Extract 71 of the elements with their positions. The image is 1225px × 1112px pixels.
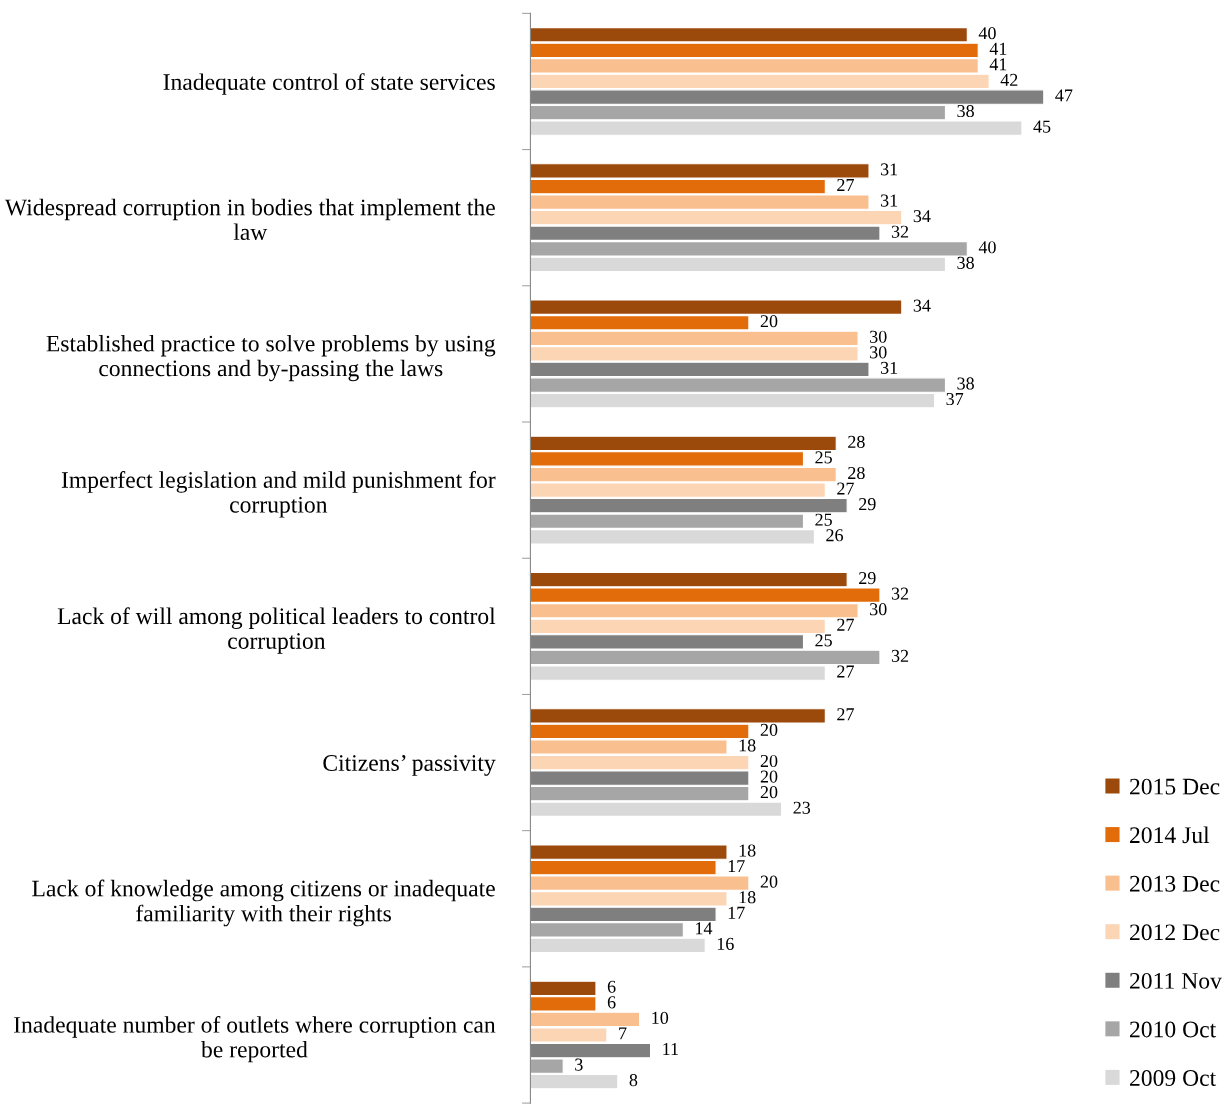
data-label: 16 — [717, 937, 734, 950]
data-label: 32 — [891, 587, 909, 600]
data-label: 25 — [815, 451, 832, 464]
data-label: 27 — [837, 665, 854, 678]
data-label: 17 — [728, 860, 745, 872]
data-label: 31 — [880, 361, 898, 374]
legend-label: 2012 Dec — [1130, 924, 1220, 941]
y-tick-label: Lack of will among political leaders to control corruption — [57, 607, 496, 654]
data-label: 20 — [760, 786, 778, 799]
legend-label: 2013 Dec — [1130, 875, 1220, 892]
data-label: 23 — [793, 801, 811, 814]
data-label: 18 — [739, 891, 756, 904]
legend-label: 2014 Jul — [1130, 826, 1210, 844]
y-tick-label: Inadequate control of state services — [163, 73, 495, 95]
data-label: 40 — [978, 27, 996, 40]
data-label: 6 — [607, 996, 616, 1009]
y-tick-label: Citizens’ passivity — [323, 755, 496, 776]
data-label: 18 — [739, 739, 756, 752]
legend-label: 2011 Nov — [1130, 972, 1222, 989]
y-tick-label: Inadequate number of outlets where corruption can be reported — [14, 1015, 496, 1063]
data-label: 6 — [607, 980, 616, 993]
data-label: 27 — [837, 708, 854, 721]
data-label: 41 — [989, 58, 1007, 71]
data-label: 40 — [978, 241, 996, 254]
data-label: 20 — [760, 723, 778, 736]
data-label: 37 — [946, 392, 964, 406]
data-label: 29 — [859, 572, 876, 585]
data-label: 18 — [739, 844, 756, 857]
data-label: 31 — [880, 163, 898, 176]
data-label: 29 — [859, 498, 876, 511]
data-label: 38 — [957, 104, 974, 118]
data-label: 20 — [760, 315, 778, 328]
legend-label: 2009 Oct — [1130, 1070, 1217, 1086]
data-label: 20 — [760, 770, 778, 783]
data-label: 11 — [663, 1042, 678, 1055]
data-label: 10 — [652, 1011, 669, 1024]
data-label: 34 — [913, 299, 931, 312]
data-label: 38 — [957, 256, 974, 269]
data-label: 26 — [826, 529, 844, 542]
data-label: 20 — [760, 754, 778, 768]
data-label: 45 — [1033, 120, 1051, 133]
legend-label: 2015 Dec — [1130, 778, 1220, 795]
data-label: 31 — [880, 194, 898, 207]
data-label: 27 — [837, 178, 854, 191]
data-label: 27 — [837, 482, 854, 495]
data-label: 38 — [957, 377, 974, 390]
data-label: 41 — [989, 42, 1007, 55]
y-tick-label: Lack of knowledge among citizens or inadequate familiarity with their rights — [32, 879, 495, 927]
y-tick-label: Imperfect legislation and mild punishment for corruption — [61, 471, 496, 518]
data-label: 7 — [619, 1027, 627, 1040]
data-label: 30 — [870, 603, 887, 616]
y-tick-label: Established practice to solve problems by using connections and by-passing the laws — [46, 334, 496, 382]
data-label: 28 — [848, 435, 865, 448]
data-label: 34 — [913, 210, 931, 223]
data-label: 3 — [575, 1058, 583, 1071]
data-label: 42 — [1000, 73, 1018, 86]
data-label: 28 — [848, 466, 865, 480]
data-label: 20 — [760, 875, 778, 888]
data-label: 25 — [815, 513, 832, 526]
data-label: 30 — [870, 346, 887, 359]
y-tick-label: Widespread corruption in bodies that implement the law — [4, 198, 495, 241]
data-label: 17 — [728, 906, 745, 919]
data-label: 27 — [837, 618, 854, 631]
data-label: 30 — [870, 330, 887, 343]
legend-label: 2010 Oct — [1130, 1021, 1217, 1038]
data-label: 47 — [1055, 89, 1073, 102]
data-label: 25 — [815, 634, 832, 647]
data-label: 8 — [629, 1074, 638, 1087]
data-label: 14 — [696, 922, 713, 935]
data-label: 32 — [891, 649, 909, 662]
data-label: 32 — [891, 225, 909, 238]
